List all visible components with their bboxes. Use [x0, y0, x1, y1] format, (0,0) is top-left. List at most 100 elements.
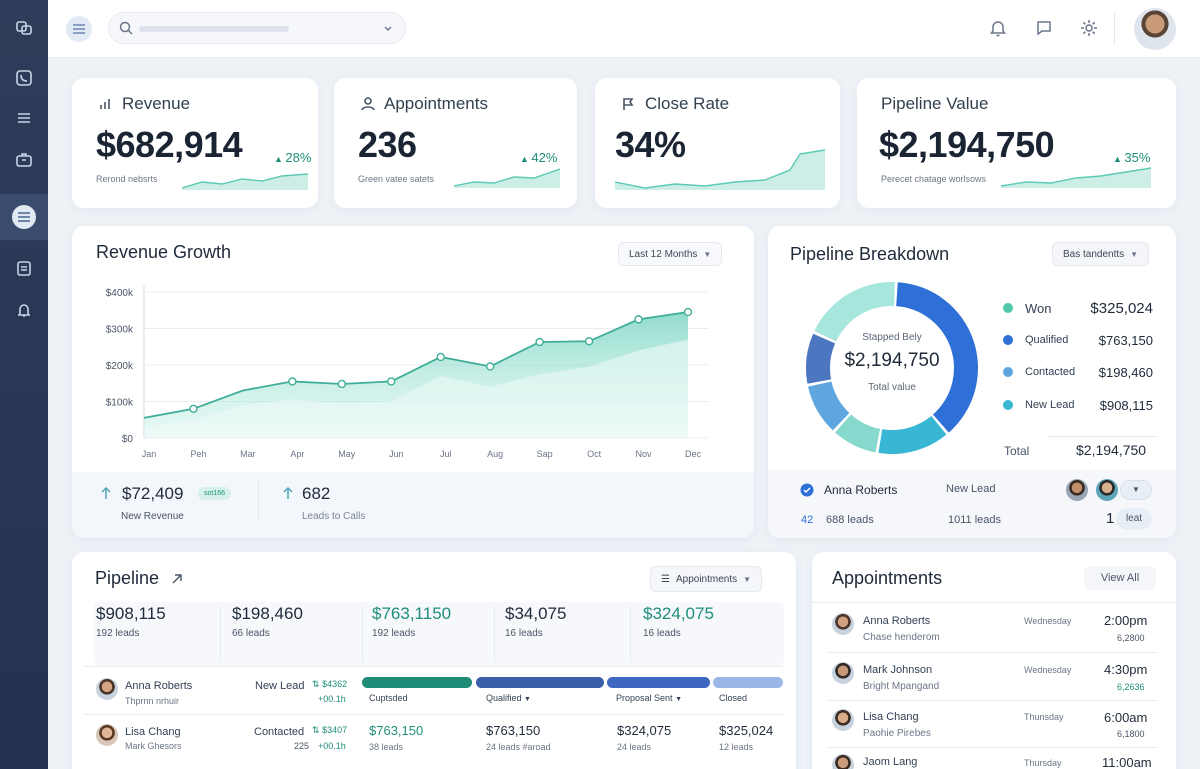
user-avatar[interactable]: [1134, 8, 1176, 50]
clipboard-icon: [17, 261, 31, 276]
contact-name[interactable]: Lisa Chang: [125, 726, 181, 738]
row-divider: [828, 700, 1158, 701]
avatar: [832, 709, 854, 731]
sidebar-item-inbox[interactable]: [0, 140, 48, 180]
chevron-down-icon: ▼: [1130, 249, 1139, 259]
appointment-time: 2:00pm: [1104, 613, 1148, 628]
appointment-number: 6,2636: [1117, 682, 1145, 692]
messages-button[interactable]: [1034, 18, 1054, 38]
hamburger-icon: [73, 28, 85, 30]
breakdown-filter-dropdown[interactable]: Bas tandentts ▼: [1052, 242, 1150, 266]
donut-slice[interactable]: [835, 414, 881, 453]
donut-slice[interactable]: [808, 381, 850, 431]
footer-pill[interactable]: leat: [1116, 508, 1152, 530]
kpi-card-appointments[interactable]: Appointments 236 42% Green vatee satets: [334, 78, 577, 208]
data-point[interactable]: [436, 352, 445, 362]
avatar: [832, 662, 854, 684]
new-revenue-label: New Revenue: [121, 511, 184, 522]
data-point[interactable]: [485, 362, 495, 371]
chevron-down-icon: ▼: [1132, 485, 1140, 494]
sidebar-item-dashboard[interactable]: [0, 194, 48, 240]
legend-dot: [1003, 335, 1013, 345]
range-dropdown[interactable]: Last 12 Months ▼: [618, 242, 723, 266]
data-point[interactable]: [288, 377, 297, 386]
assignee-dropdown[interactable]: ▼: [1120, 480, 1152, 500]
data-point[interactable]: [387, 377, 396, 386]
pipeline-filter-dropdown[interactable]: ☰ Appointments ▼: [650, 566, 763, 592]
data-point[interactable]: [337, 379, 347, 389]
avatar[interactable]: [96, 724, 118, 746]
list-icon: ☰: [661, 573, 670, 585]
legend-dot: [1003, 367, 1013, 377]
kpi-card-revenue[interactable]: Revenue $682,914 28% Rerond nebsrts: [72, 78, 318, 208]
legend-item-contacted: Contacted $198,460: [1003, 362, 1153, 382]
row-value: $324,075: [617, 723, 672, 738]
section-title: Appointments: [832, 568, 943, 588]
phone-icon: [16, 70, 32, 86]
avatar[interactable]: [96, 678, 118, 700]
data-point[interactable]: [584, 337, 594, 346]
view-all-button[interactable]: View All: [1084, 566, 1156, 590]
chat-bubble-icon: [1037, 21, 1051, 36]
x-tick-label: Dec: [685, 449, 702, 459]
donut-slice[interactable]: [814, 282, 895, 342]
sidebar-item-calls[interactable]: [0, 58, 48, 98]
contact-count: 225: [294, 741, 310, 751]
pipeline-stat: $324,075 16 leads: [643, 604, 714, 639]
contact-stage: New Lead: [255, 680, 305, 692]
avatar[interactable]: [1066, 479, 1088, 501]
footer-leads-b: 1011 leads: [948, 514, 1002, 526]
funnel-icon: [283, 486, 293, 499]
total-label: Total: [1004, 444, 1030, 458]
row-leads: 12 leads: [719, 742, 754, 752]
arrow-up-right-icon[interactable]: [170, 572, 184, 586]
legend-item-qualified: Qualified $763,150: [1003, 330, 1153, 350]
sidebar-item-documents[interactable]: [0, 248, 48, 288]
contact-name[interactable]: Anna Roberts: [125, 680, 193, 692]
stage-bar-captured[interactable]: [362, 677, 472, 688]
sidebar-item-list[interactable]: [0, 98, 48, 138]
donut-slice[interactable]: [878, 415, 947, 454]
settings-button[interactable]: [1079, 18, 1099, 38]
check-circle-icon: [800, 483, 814, 497]
data-point[interactable]: [634, 315, 643, 324]
kpi-card-close-rate[interactable]: Close Rate 34%: [595, 78, 840, 208]
data-point[interactable]: [535, 337, 544, 347]
pipeline-stat: $908,115 192 leads: [96, 604, 166, 639]
search-input[interactable]: [108, 12, 406, 44]
footer-contact-name[interactable]: Anna Roberts: [824, 483, 898, 497]
avatar[interactable]: [1096, 479, 1118, 501]
stage-bar-closed[interactable]: [713, 677, 783, 688]
donut-slice[interactable]: [896, 282, 978, 433]
logo-icon: [16, 21, 32, 35]
briefcase-icon: [16, 153, 32, 167]
stage-bar-proposal[interactable]: [607, 677, 710, 688]
appointment-name: Lisa Chang: [863, 711, 919, 723]
stage-bar-qualified[interactable]: [476, 677, 604, 688]
top-bar: [48, 0, 1200, 58]
total-divider: [1048, 436, 1156, 437]
notifications-button[interactable]: [988, 18, 1008, 38]
section-title: Revenue Growth: [96, 242, 232, 262]
donut-caption: Stapped Bely: [862, 332, 922, 343]
footer-contact-stage: New Lead: [946, 483, 996, 495]
kpi-label: Revenue: [98, 94, 190, 114]
chevron-down-icon[interactable]: [383, 24, 393, 34]
x-tick-label: Nov: [636, 449, 653, 459]
kpi-label: Appointments: [360, 94, 488, 114]
donut-slice[interactable]: [806, 333, 836, 384]
sidebar-item-notifications[interactable]: [0, 290, 48, 330]
data-point[interactable]: [683, 307, 693, 317]
appointment-subtitle: Paohie Pirebes: [863, 728, 931, 739]
donut-total: $2,194,750: [844, 350, 940, 371]
sidebar-item-logo[interactable]: [0, 8, 48, 48]
appointment-name: Jaom Lang: [863, 756, 918, 768]
x-tick-label: Jun: [389, 449, 404, 459]
sparkline: [1001, 167, 1151, 188]
x-tick-label: Aug: [487, 449, 503, 459]
kpi-card-pipeline-value[interactable]: Pipeline Value $2,194,750 35% Perecet ch…: [857, 78, 1176, 208]
menu-button[interactable]: [66, 16, 92, 42]
x-tick-label: Jul: [440, 449, 452, 459]
search-icon: [119, 21, 133, 35]
data-point[interactable]: [189, 404, 198, 414]
